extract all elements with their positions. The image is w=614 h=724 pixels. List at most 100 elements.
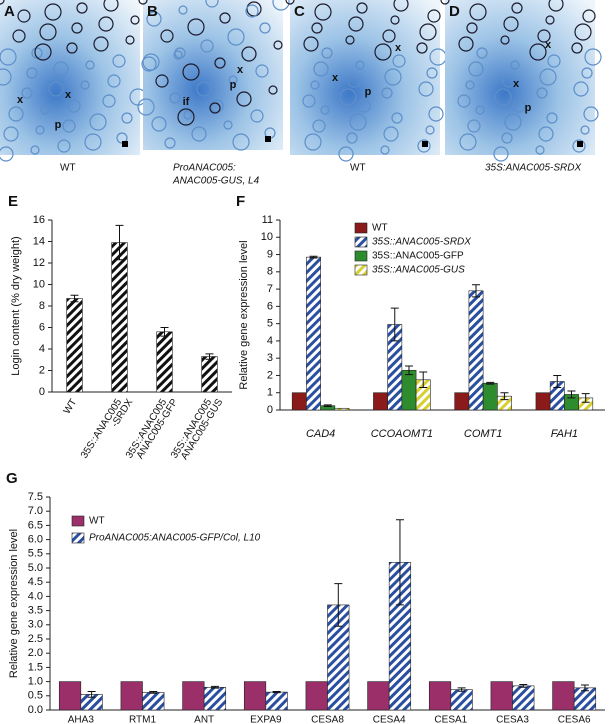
y-tick-label: 6.5	[28, 519, 43, 531]
micrograph-label: x	[513, 78, 520, 90]
panel-letter: B	[147, 3, 158, 20]
cell	[393, 0, 409, 12]
cell	[425, 125, 435, 135]
cell	[250, 109, 264, 123]
cell	[391, 112, 403, 124]
bar	[450, 689, 473, 711]
cell	[3, 126, 19, 142]
cell	[349, 113, 367, 131]
bar	[468, 290, 484, 411]
cell	[62, 119, 76, 133]
cell	[571, 42, 583, 54]
cell	[183, 110, 193, 120]
cell	[245, 4, 259, 18]
cell	[416, 42, 428, 54]
error-bar	[210, 685, 219, 689]
error-bar	[272, 691, 281, 694]
cell	[502, 74, 516, 88]
cell	[76, 2, 88, 14]
micrograph-label: p	[55, 119, 62, 131]
cell	[48, 81, 64, 97]
y-tick-label: 1.0	[28, 676, 43, 688]
cell	[346, 132, 358, 144]
error-bar	[500, 392, 509, 401]
cell	[130, 15, 140, 25]
cell	[573, 81, 589, 97]
bar	[182, 681, 205, 711]
y-axis-label: Relative gene expression level	[238, 240, 250, 389]
cell	[0, 146, 14, 162]
cell	[103, 0, 119, 12]
cell	[320, 105, 330, 115]
cell	[107, 74, 121, 88]
cell	[142, 53, 160, 71]
cell	[511, 2, 523, 14]
cell	[440, 0, 450, 5]
cell	[177, 108, 195, 126]
cell	[583, 106, 599, 122]
cell	[417, 139, 431, 153]
bar	[201, 356, 218, 393]
micrograph-label: x	[545, 39, 552, 51]
legend-swatch	[354, 264, 368, 276]
scale-bar	[122, 141, 128, 147]
cell	[285, 0, 295, 5]
cell	[12, 29, 26, 43]
error-bar	[472, 284, 481, 298]
legend-label: 35S::ANAC005-SRDX	[372, 237, 471, 248]
caption: WT	[60, 163, 76, 174]
y-tick-label: 2	[39, 364, 45, 376]
error-bar	[87, 691, 96, 698]
scale-bar	[422, 141, 428, 147]
y-tick-label: 0	[267, 404, 273, 416]
cell	[321, 47, 333, 59]
cell	[112, 54, 126, 68]
x-tick-label: RTM1	[129, 715, 156, 724]
bar	[490, 681, 513, 711]
cell	[66, 42, 78, 54]
legend-label: ProANAC005:ANAC005-GFP/Col, L10	[89, 533, 261, 544]
panel-letter: D	[449, 3, 460, 20]
cell	[468, 61, 484, 77]
cell	[545, 15, 555, 25]
legend-label: WT	[89, 516, 105, 527]
cell	[457, 94, 471, 108]
legend-swatch	[354, 250, 368, 262]
caption: 35S:ANAC005-SRDX	[485, 163, 581, 174]
cell	[535, 145, 545, 155]
y-tick-label: 0	[39, 386, 45, 398]
x-tick-label: EXPA9	[250, 715, 282, 724]
y-tick-label: 5.5	[28, 548, 43, 560]
cell	[255, 64, 269, 78]
y-tick-label: 7	[267, 283, 273, 295]
cell	[84, 133, 102, 151]
bar	[512, 685, 535, 711]
cell	[374, 43, 392, 61]
cell	[510, 60, 520, 70]
y-tick-label: 6	[267, 300, 273, 312]
error-bar	[567, 390, 576, 399]
y-tick-label: 8	[39, 300, 45, 312]
cell	[475, 105, 485, 115]
cell	[426, 67, 438, 79]
cell	[30, 145, 40, 155]
error-bar	[149, 691, 158, 694]
cell	[311, 22, 323, 34]
bar	[203, 686, 227, 711]
legend-label: WT	[372, 223, 388, 234]
micrograph-label: p	[525, 102, 532, 114]
cell	[209, 102, 221, 114]
cell	[459, 133, 477, 151]
cell	[312, 119, 326, 133]
cell	[310, 80, 320, 90]
cell	[348, 16, 364, 32]
micrograph-label: x	[332, 72, 339, 84]
cell	[467, 119, 481, 133]
cell	[53, 61, 69, 77]
cell	[182, 63, 200, 81]
cell	[0, 48, 17, 66]
panel-letter: C	[294, 3, 305, 20]
cell	[44, 3, 62, 21]
x-tick-label: AHA3	[68, 715, 95, 724]
micrograph-label: p	[365, 86, 372, 98]
